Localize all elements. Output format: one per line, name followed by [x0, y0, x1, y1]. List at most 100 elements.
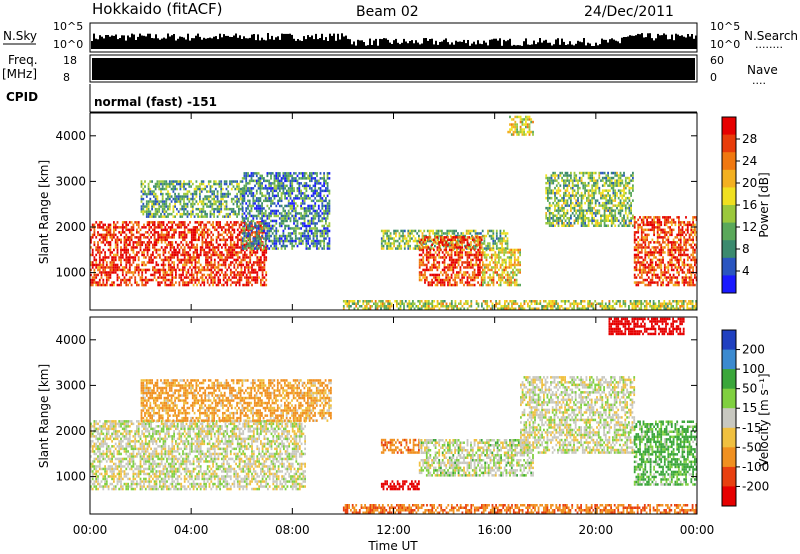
- data-cell: [121, 228, 124, 232]
- data-cell: [515, 283, 518, 287]
- data-cell: [202, 202, 205, 206]
- noise-bar: [121, 35, 123, 49]
- data-cell: [98, 226, 101, 229]
- data-cell: [166, 273, 168, 277]
- data-cell: [217, 278, 220, 282]
- data-cell: [130, 271, 133, 274]
- data-cell: [405, 242, 408, 245]
- data-cell: [475, 251, 478, 254]
- data-cell: [214, 187, 217, 191]
- data-cell: [314, 229, 317, 233]
- data-cell: [240, 276, 243, 279]
- data-cell: [199, 210, 201, 213]
- data-cell: [194, 228, 197, 232]
- data-cell: [107, 256, 110, 259]
- data-cell: [190, 202, 192, 206]
- data-cell: [275, 242, 278, 245]
- data-cell: [293, 199, 295, 203]
- data-cell: [255, 242, 258, 245]
- data-cell: [247, 246, 250, 249]
- noise-bar: [471, 43, 473, 49]
- data-cell: [178, 233, 181, 237]
- data-cell: [287, 224, 290, 228]
- data-cell: [254, 224, 256, 228]
- data-cell: [314, 182, 317, 185]
- data-cell: [403, 302, 405, 305]
- data-cell: [492, 281, 495, 284]
- data-cell: [273, 187, 276, 190]
- data-cell: [161, 207, 164, 211]
- data-cell: [365, 307, 368, 310]
- data-cell: [487, 276, 490, 279]
- data-cell: [291, 209, 294, 213]
- data-cell: [420, 248, 423, 252]
- data-cell: [187, 256, 190, 259]
- data-cell: [468, 261, 471, 264]
- data-cell: [492, 278, 495, 282]
- data-cell: [128, 276, 131, 279]
- data-cell: [578, 307, 581, 310]
- data-cell: [374, 305, 377, 308]
- data-cell: [381, 302, 384, 305]
- data-cell: [121, 253, 124, 257]
- data-cell: [152, 246, 154, 249]
- data-cell: [457, 236, 460, 239]
- data-cell: [248, 239, 251, 243]
- data-cell: [123, 278, 126, 282]
- noise-bar: [307, 35, 309, 49]
- data-cell: [180, 241, 183, 244]
- data-cell: [142, 190, 145, 193]
- data-cell: [185, 236, 188, 239]
- data-cell: [494, 242, 496, 245]
- noise-bar: [599, 44, 601, 49]
- data-cell: [159, 271, 161, 274]
- data-cell: [441, 281, 444, 284]
- data-cell: [434, 236, 437, 239]
- data-cell: [245, 192, 248, 195]
- data-cell: [265, 248, 268, 252]
- data-cell: [422, 246, 425, 249]
- data-cell: [127, 251, 129, 254]
- nave-label: Nave: [747, 63, 778, 77]
- data-cell: [249, 261, 252, 264]
- data-cell: [153, 243, 156, 247]
- data-cell: [236, 202, 238, 206]
- data-cell: [547, 219, 549, 222]
- data-cell: [149, 190, 152, 193]
- data-cell: [224, 241, 227, 244]
- data-cell: [125, 253, 128, 257]
- data-cell: [286, 189, 288, 193]
- data-cell: [427, 238, 430, 242]
- data-cell: [147, 185, 150, 188]
- data-cell: [100, 276, 103, 279]
- data-cell: [438, 241, 441, 244]
- data-cell: [123, 248, 126, 252]
- data-cell: [452, 238, 455, 242]
- data-cell: [400, 229, 403, 233]
- data-cell: [209, 210, 212, 213]
- data-cell: [213, 195, 215, 198]
- noise-bar: [339, 39, 341, 49]
- data-cell: [206, 251, 209, 254]
- data-cell: [217, 233, 220, 237]
- data-cell: [448, 242, 450, 245]
- noise-bar: [663, 33, 665, 49]
- data-cell: [97, 283, 99, 287]
- data-cell: [326, 174, 329, 178]
- data-cell: [266, 187, 269, 190]
- data-cell: [261, 182, 263, 185]
- data-cell: [498, 307, 501, 310]
- data-cell: [490, 253, 493, 257]
- data-cell: [155, 243, 158, 247]
- data-cell: [128, 271, 131, 274]
- data-cell: [128, 231, 131, 234]
- data-cell: [182, 266, 184, 269]
- data-cell: [213, 248, 216, 252]
- data-cell: [182, 221, 184, 224]
- data-cell: [686, 302, 689, 305]
- data-cell: [312, 194, 315, 198]
- data-cell: [153, 233, 156, 237]
- data-cell: [656, 307, 659, 310]
- data-cell: [153, 271, 156, 274]
- data-cell: [282, 209, 285, 213]
